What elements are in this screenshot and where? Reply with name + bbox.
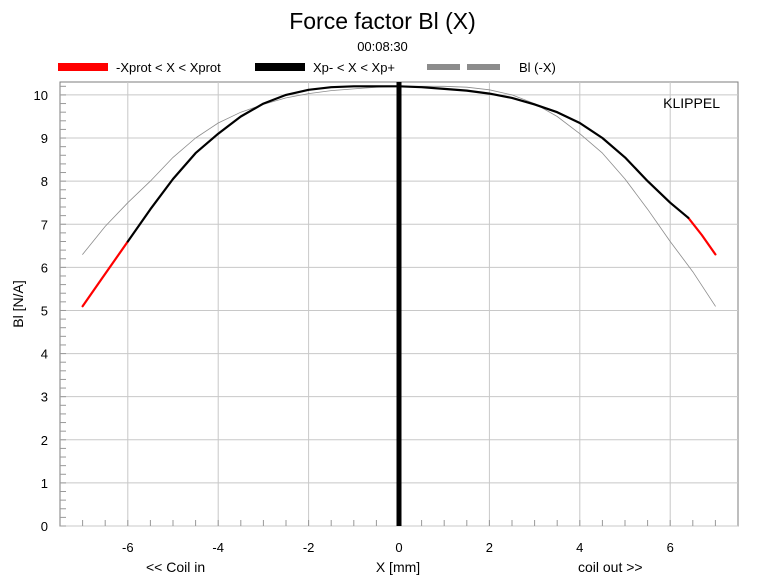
x-tick-label: 2 xyxy=(486,540,493,555)
chart-title: Force factor Bl (X) xyxy=(289,8,476,34)
x-tick-label: -6 xyxy=(122,540,134,555)
y-tick-label: 0 xyxy=(41,519,48,534)
y-axis-label: Bl [N/A] xyxy=(10,280,26,327)
y-tick-label: 2 xyxy=(41,433,48,448)
y-tick-label: 7 xyxy=(41,217,48,232)
series-line-0 xyxy=(81,240,129,308)
chart-subtitle: 00:08:30 xyxy=(357,39,408,54)
y-tick-label: 9 xyxy=(41,131,48,146)
legend-swatch-gray-2 xyxy=(467,64,500,70)
legend-swatch-red xyxy=(58,63,108,71)
y-tick-label: 3 xyxy=(41,390,48,405)
x-axis-label: X [mm] xyxy=(376,559,420,575)
klippel-annotation: KLIPPEL xyxy=(663,95,720,111)
y-tick-label: 4 xyxy=(41,347,48,362)
y-tick-label: 5 xyxy=(41,303,48,318)
x-axis-left-label: << Coil in xyxy=(146,559,205,575)
minor-ticks xyxy=(60,85,716,527)
x-tick-label: 4 xyxy=(576,540,583,555)
x-axis-right-label: coil out >> xyxy=(578,559,643,575)
y-tick-label: 8 xyxy=(41,174,48,189)
series-line-1 xyxy=(126,85,690,243)
y-tick-label: 6 xyxy=(41,260,48,275)
y-tick-label: 1 xyxy=(41,476,48,491)
legend-label-xprot: -Xprot < X < Xprot xyxy=(116,60,221,75)
legend-label-bl-neg-x: Bl (-X) xyxy=(519,60,556,75)
x-tick-label: 0 xyxy=(395,540,402,555)
x-tick-label: -2 xyxy=(303,540,315,555)
legend-swatch-gray-1 xyxy=(427,64,460,70)
legend: -Xprot < X < Xprot Xp- < X < Xp+ Bl (-X) xyxy=(58,60,556,75)
legend-swatch-black xyxy=(255,63,305,71)
y-tick-label: 10 xyxy=(34,88,48,103)
x-tick-label: -4 xyxy=(212,540,224,555)
legend-label-xp: Xp- < X < Xp+ xyxy=(313,60,395,75)
x-tick-label: 6 xyxy=(667,540,674,555)
series-line-2 xyxy=(687,216,717,256)
tick-labels: -6 -4 -2 0 2 4 6 0 1 2 3 4 5 6 7 8 9 10 xyxy=(34,88,674,555)
